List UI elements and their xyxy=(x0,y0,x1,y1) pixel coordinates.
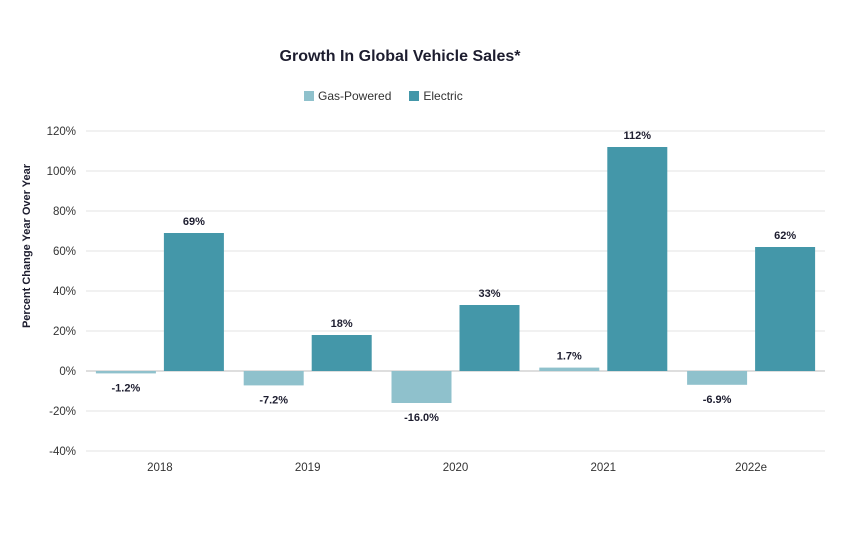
y-tick-label: 80% xyxy=(53,206,76,218)
bar-electric-2020 xyxy=(459,305,520,371)
bar-gas-powered-2020 xyxy=(391,371,452,403)
data-label: 18% xyxy=(331,318,353,330)
data-label: 62% xyxy=(774,230,796,242)
y-tick-label: -40% xyxy=(49,446,76,458)
data-label: 112% xyxy=(624,130,652,142)
x-tick-label: 2022e xyxy=(735,462,767,474)
x-tick-label: 2018 xyxy=(147,462,173,474)
chart-legend: Gas-Powered Electric xyxy=(304,89,463,103)
legend-label-electric: Electric xyxy=(423,89,463,103)
y-tick-label: -20% xyxy=(49,406,76,418)
data-label: -6.9% xyxy=(703,394,732,406)
bar-gas-powered-2021 xyxy=(539,367,600,371)
data-label: -1.2% xyxy=(112,382,141,394)
y-tick-label: 100% xyxy=(47,166,76,178)
bar-electric-2019 xyxy=(311,335,372,371)
bar-electric-2021 xyxy=(607,147,668,371)
chart-title: Growth In Global Vehicle Sales* xyxy=(279,48,521,65)
legend-label-gas: Gas-Powered xyxy=(318,89,392,103)
y-axis-label: Percent Change Year Over Year xyxy=(21,163,33,328)
bar-gas-powered-2018 xyxy=(95,371,156,374)
data-label: 1.7% xyxy=(557,351,582,363)
x-tick-label: 2021 xyxy=(591,462,617,474)
x-tick-label: 2020 xyxy=(443,462,469,474)
data-label: 33% xyxy=(478,288,500,300)
bar-gas-powered-2019 xyxy=(243,371,304,386)
legend-swatch-gas xyxy=(304,91,314,101)
bar-electric-2022e xyxy=(755,247,816,371)
x-tick-label: 2019 xyxy=(295,462,321,474)
bar-electric-2018 xyxy=(163,233,224,371)
data-label: -7.2% xyxy=(259,394,288,406)
y-tick-label: 60% xyxy=(53,246,76,258)
y-tick-label: 0% xyxy=(59,366,76,378)
data-label: 69% xyxy=(183,216,205,228)
bar-gas-powered-2022e xyxy=(687,371,748,385)
legend-item-gas: Gas-Powered xyxy=(304,89,391,103)
y-tick-label: 20% xyxy=(53,326,76,338)
legend-swatch-electric xyxy=(409,91,420,101)
y-tick-label: 120% xyxy=(47,126,76,138)
y-tick-label: 40% xyxy=(53,286,76,298)
legend-item-electric: Electric xyxy=(409,89,463,103)
data-label: -16.0% xyxy=(404,412,439,424)
